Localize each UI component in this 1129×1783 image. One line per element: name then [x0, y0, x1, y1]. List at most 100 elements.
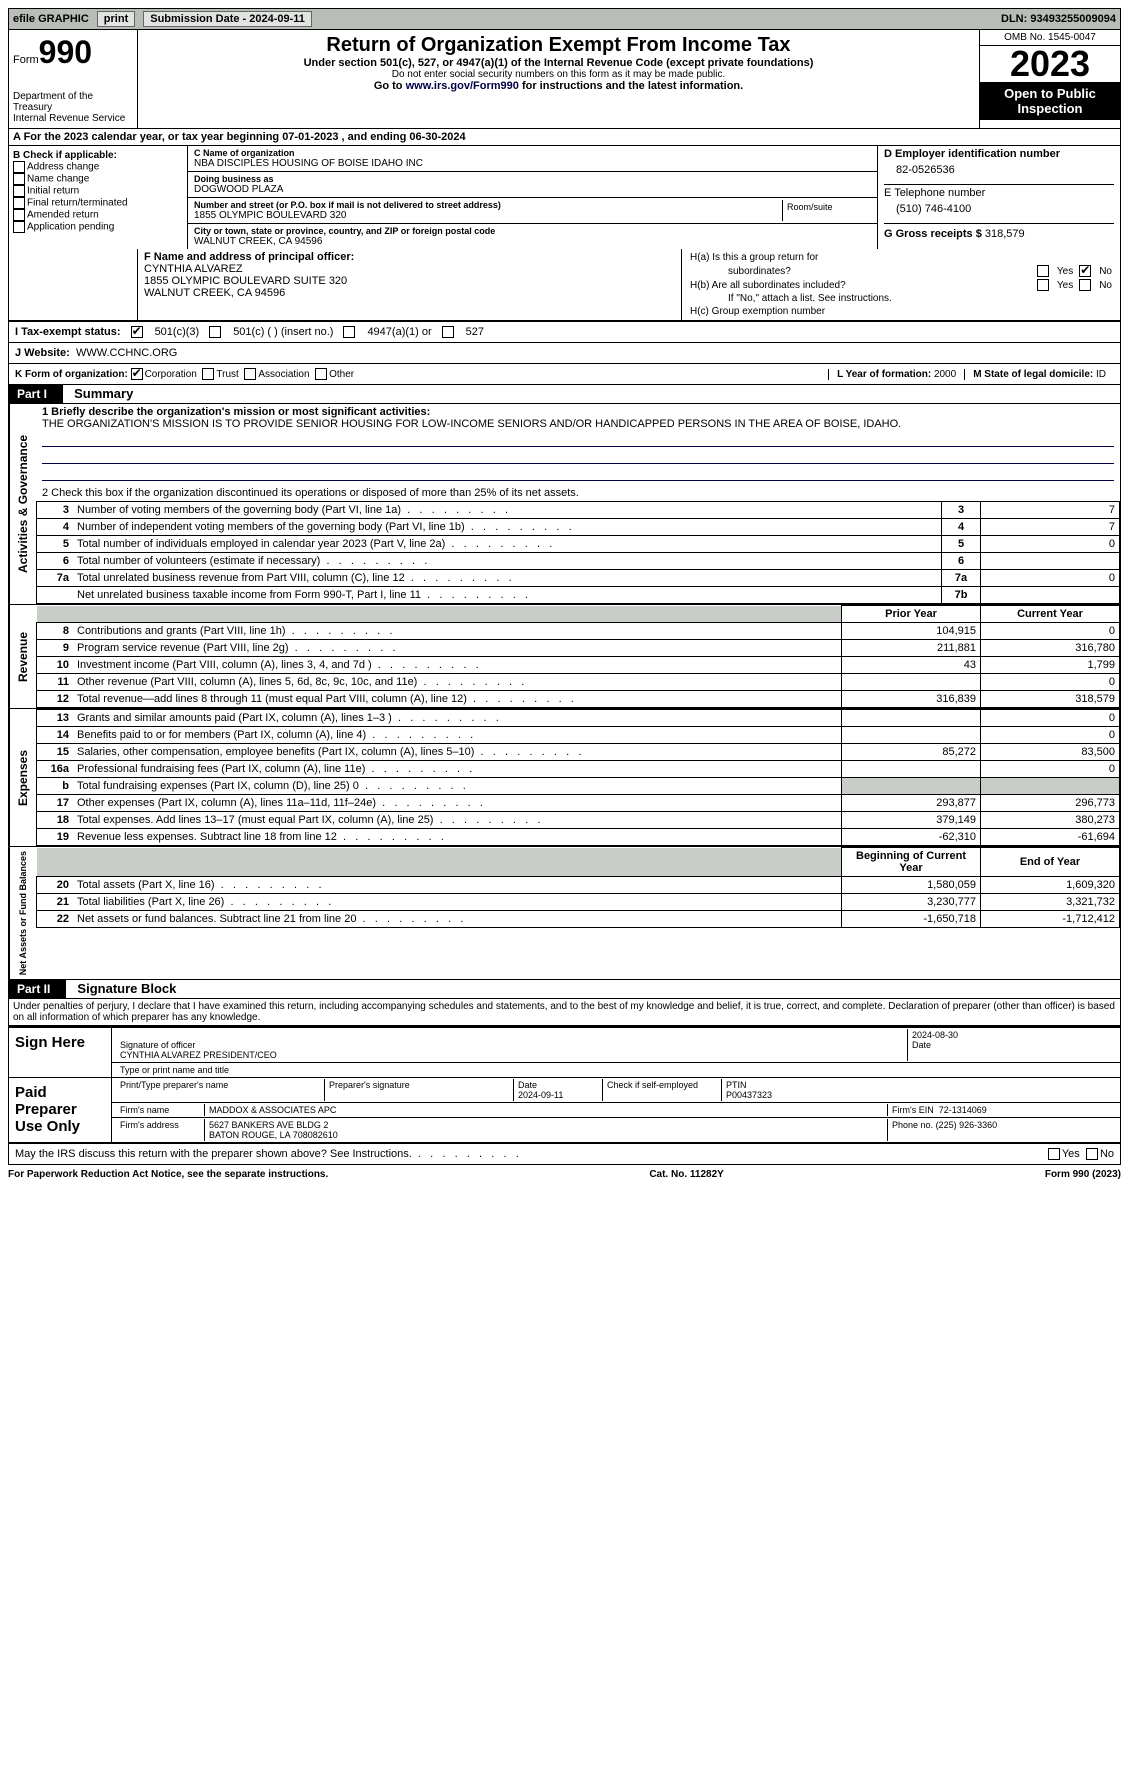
line-a: A For the 2023 calendar year, or tax yea… [8, 129, 1121, 146]
table-row: 10Investment income (Part VIII, column (… [37, 657, 1120, 674]
exp-section: Expenses 13Grants and similar amounts pa… [8, 709, 1121, 847]
table-row: 17Other expenses (Part IX, column (A), l… [37, 795, 1120, 812]
gov-section: Activities & Governance 1 Briefly descri… [8, 404, 1121, 605]
form-number: Form990 [13, 34, 133, 71]
sign-here: Sign Here [9, 1028, 112, 1077]
form-header: Form990 Department of the Treasury Inter… [8, 30, 1121, 129]
table-row: 8Contributions and grants (Part VIII, li… [37, 623, 1120, 640]
officer-addr2: WALNUT CREEK, CA 94596 [144, 287, 675, 299]
irs-link[interactable]: www.irs.gov/Form990 [406, 80, 519, 92]
h-b2: If "No," attach a list. See instructions… [686, 292, 1116, 305]
discuss-no[interactable] [1086, 1148, 1098, 1160]
check-501c[interactable] [209, 326, 221, 338]
check-trust[interactable] [202, 368, 214, 380]
hb-yes[interactable] [1037, 279, 1049, 291]
dba-label: Doing business as [194, 174, 871, 184]
print-button[interactable]: print [97, 11, 135, 27]
street-address: 1855 OLYMPIC BOULEVARD 320 [194, 210, 782, 221]
table-row: 16aProfessional fundraising fees (Part I… [37, 761, 1120, 778]
k-l-m-row: K Form of organization: Corporation Trus… [8, 364, 1121, 385]
subtitle-1: Under section 501(c), 527, or 4947(a)(1)… [146, 57, 971, 69]
ha-yes[interactable] [1037, 265, 1049, 277]
gross-receipts: G Gross receipts $ 318,579 [884, 223, 1114, 240]
dln-label: DLN: 93493255009094 [1001, 13, 1116, 25]
officer-addr1: 1855 OLYMPIC BOULEVARD SUITE 320 [144, 275, 675, 287]
city-label: City or town, state or province, country… [194, 226, 871, 236]
check-501c3[interactable] [131, 326, 143, 338]
irs-label: Internal Revenue Service [13, 113, 133, 124]
c-name-label: C Name of organization [194, 148, 871, 158]
check-initial-return[interactable]: Initial return [13, 185, 183, 197]
part-2-bar: Part II Signature Block [8, 980, 1121, 999]
check-corp[interactable] [131, 368, 143, 380]
rev-section: Revenue Prior YearCurrent Year 8Contribu… [8, 605, 1121, 709]
q1: 1 Briefly describe the organization's mi… [36, 404, 1120, 485]
table-row: 9Program service revenue (Part VIII, lin… [37, 640, 1120, 657]
table-row: 15Salaries, other compensation, employee… [37, 744, 1120, 761]
exp-table: 13Grants and similar amounts paid (Part … [36, 709, 1120, 846]
ein-label: D Employer identification number [884, 148, 1114, 160]
officer-name: CYNTHIA ALVAREZ [144, 263, 675, 275]
check-name-change[interactable]: Name change [13, 173, 183, 185]
subtitle-2: Do not enter social security numbers on … [146, 69, 971, 80]
table-row: 21Total liabilities (Part X, line 26)3,2… [37, 894, 1120, 911]
col-beg: Beginning of Current Year [842, 848, 981, 877]
dba-value: DOGWOOD PLAZA [194, 184, 871, 195]
check-amended-return[interactable]: Amended return [13, 209, 183, 221]
ein-value: 82-0526536 [884, 160, 1114, 184]
discuss-yes[interactable] [1048, 1148, 1060, 1160]
paid-preparer: Paid Preparer Use Only [9, 1078, 112, 1142]
mission-text: THE ORGANIZATION'S MISSION IS TO PROVIDE… [42, 418, 901, 430]
b-label: B Check if applicable: [13, 150, 183, 161]
table-row: 14Benefits paid to or for members (Part … [37, 727, 1120, 744]
side-rev: Revenue [9, 605, 36, 708]
l-cell: L Year of formation: 2000 [828, 369, 964, 380]
table-row: 22Net assets or fund balances. Subtract … [37, 911, 1120, 928]
check-4947[interactable] [343, 326, 355, 338]
cat-no: Cat. No. 11282Y [649, 1169, 723, 1180]
net-section: Net Assets or Fund Balances Beginning of… [8, 847, 1121, 980]
table-row: 6Total number of volunteers (estimate if… [37, 553, 1120, 570]
check-527[interactable] [442, 326, 454, 338]
goto-line: Go to www.irs.gov/Form990 for instructio… [146, 80, 971, 92]
check-final-return[interactable]: Final return/terminated [13, 197, 183, 209]
ha-no[interactable] [1079, 265, 1091, 277]
check-address-change[interactable]: Address change [13, 161, 183, 173]
h-c: H(c) Group exemption number [686, 305, 1116, 318]
addr-label: Number and street (or P.O. box if mail i… [194, 200, 782, 210]
check-other[interactable] [315, 368, 327, 380]
table-row: 4Number of independent voting members of… [37, 519, 1120, 536]
table-row: Net unrelated business taxable income fr… [37, 587, 1120, 604]
col-c: C Name of organization NBA DISCIPLES HOU… [188, 146, 877, 249]
pra-notice: For Paperwork Reduction Act Notice, see … [8, 1169, 328, 1180]
part1-hdr: Part I [9, 385, 63, 403]
check-assoc[interactable] [244, 368, 256, 380]
col-d-e-g: D Employer identification number 82-0526… [877, 146, 1120, 249]
signature-block: Sign Here Signature of officerCYNTHIA AL… [8, 1026, 1121, 1144]
table-row: 19Revenue less expenses. Subtract line 1… [37, 829, 1120, 846]
identity-block: B Check if applicable: Address change Na… [8, 146, 1121, 249]
h-a2: subordinates? Yes No [686, 264, 1116, 278]
open-inspection: Open to Public Inspection [980, 82, 1120, 120]
k-label: K Form of organization: [15, 369, 128, 380]
part1-title: Summary [66, 386, 133, 401]
side-exp: Expenses [9, 709, 36, 846]
part-1-bar: Part I Summary [8, 385, 1121, 404]
rev-table: Prior YearCurrent Year 8Contributions an… [36, 605, 1120, 708]
gov-table: 3Number of voting members of the governi… [36, 501, 1120, 604]
top-bar: efile GRAPHIC print Submission Date - 20… [8, 8, 1121, 30]
table-row: 11Other revenue (Part VIII, column (A), … [37, 674, 1120, 691]
i-label: I Tax-exempt status: [15, 326, 121, 338]
part2-title: Signature Block [69, 981, 176, 996]
col-prior: Prior Year [842, 606, 981, 623]
part2-hdr: Part II [9, 980, 66, 998]
table-row: 20Total assets (Part X, line 16)1,580,05… [37, 877, 1120, 894]
table-row: 3Number of voting members of the governi… [37, 502, 1120, 519]
check-application-pending[interactable]: Application pending [13, 221, 183, 233]
submission-date: Submission Date - 2024-09-11 [143, 11, 312, 27]
side-net: Net Assets or Fund Balances [9, 847, 36, 979]
org-name: NBA DISCIPLES HOUSING OF BOISE IDAHO INC [194, 158, 871, 169]
website-value: WWW.CCHNC.ORG [76, 347, 177, 359]
hb-no[interactable] [1079, 279, 1091, 291]
side-gov: Activities & Governance [9, 404, 36, 604]
